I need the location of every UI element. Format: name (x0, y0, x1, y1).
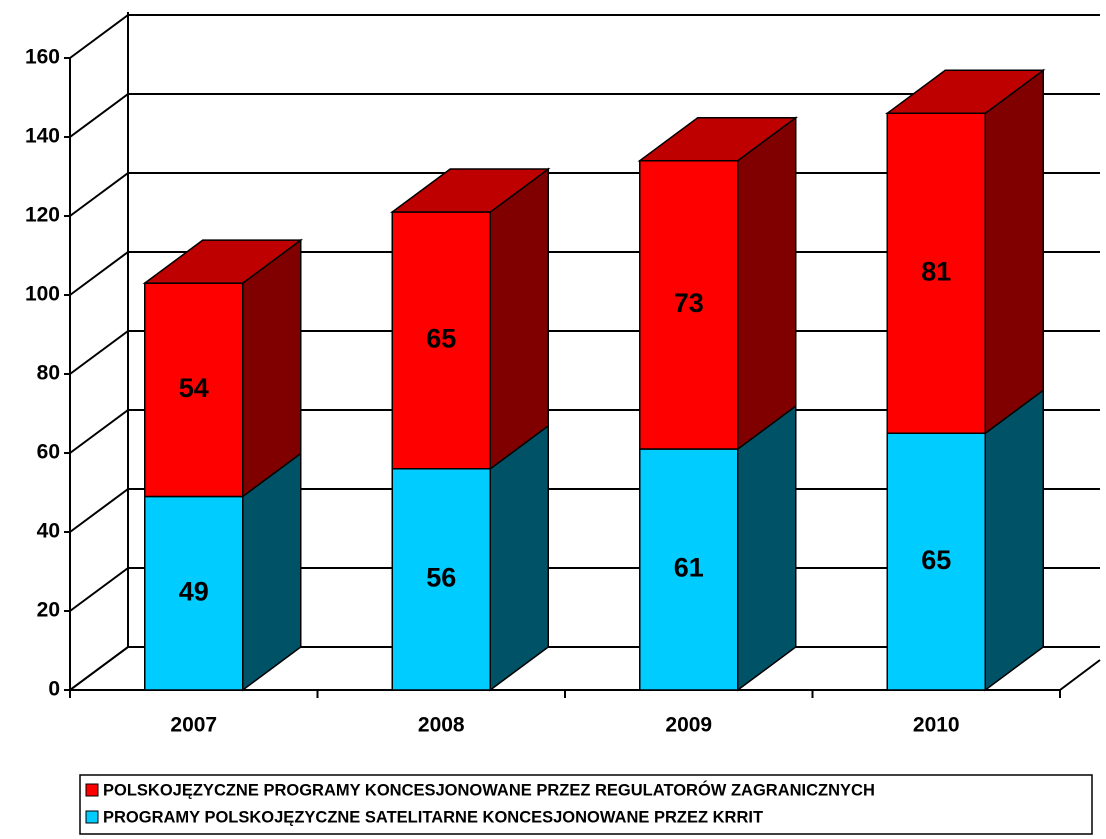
bar-side (737, 116, 797, 451)
data-label: 65 (921, 545, 951, 575)
bar-side (242, 238, 302, 498)
grid-line (69, 172, 129, 217)
grid-line (69, 646, 129, 691)
bar-side (489, 167, 549, 471)
grid-line (69, 330, 129, 375)
grid-line (69, 14, 129, 59)
grid-line (69, 567, 129, 612)
legend-swatch (85, 783, 99, 797)
bar-side (489, 424, 549, 692)
y-tick-label: 160 (25, 46, 60, 69)
data-label: 56 (426, 563, 456, 593)
legend-label: POLSKOJĘZYCZNE PROGRAMY KONCESJONOWANE P… (103, 780, 875, 799)
grid-line (69, 488, 129, 533)
legend-label: PROGRAMY POLSKOJĘZYCZNE SATELITARNE KONC… (103, 808, 763, 826)
y-tick-label: 100 (25, 283, 60, 306)
bar-top (142, 239, 304, 284)
x-tick-label: 2009 (665, 714, 712, 737)
data-label: 81 (921, 256, 951, 286)
grid-line (69, 409, 129, 454)
bar-side (984, 68, 1044, 435)
bar-side (984, 388, 1044, 692)
legend-box (79, 774, 1093, 835)
legend-swatch (85, 810, 99, 824)
data-label: 73 (674, 288, 704, 318)
bar-top (389, 168, 551, 213)
x-tick-label: 2007 (170, 714, 217, 737)
bar-top (637, 116, 799, 162)
y-tick-label: 20 (37, 599, 60, 622)
floor-edge (1059, 659, 1101, 691)
bar-top (884, 69, 1046, 115)
bar-side (737, 404, 797, 692)
y-tick-label: 140 (25, 125, 60, 148)
grid-line (69, 93, 129, 138)
y-tick-label: 120 (25, 204, 60, 227)
x-tick-label: 2010 (913, 714, 960, 737)
data-label: 65 (426, 324, 456, 354)
y-tick-label: 60 (37, 441, 60, 464)
data-label: 54 (179, 373, 209, 403)
y-tick-label: 80 (37, 362, 60, 385)
x-tick-label: 2008 (418, 714, 465, 737)
y-tick-label: 40 (37, 520, 60, 543)
data-label: 49 (179, 576, 209, 606)
y-tick-label: 0 (48, 678, 60, 701)
grid-line (69, 251, 129, 296)
data-label: 61 (674, 553, 704, 583)
